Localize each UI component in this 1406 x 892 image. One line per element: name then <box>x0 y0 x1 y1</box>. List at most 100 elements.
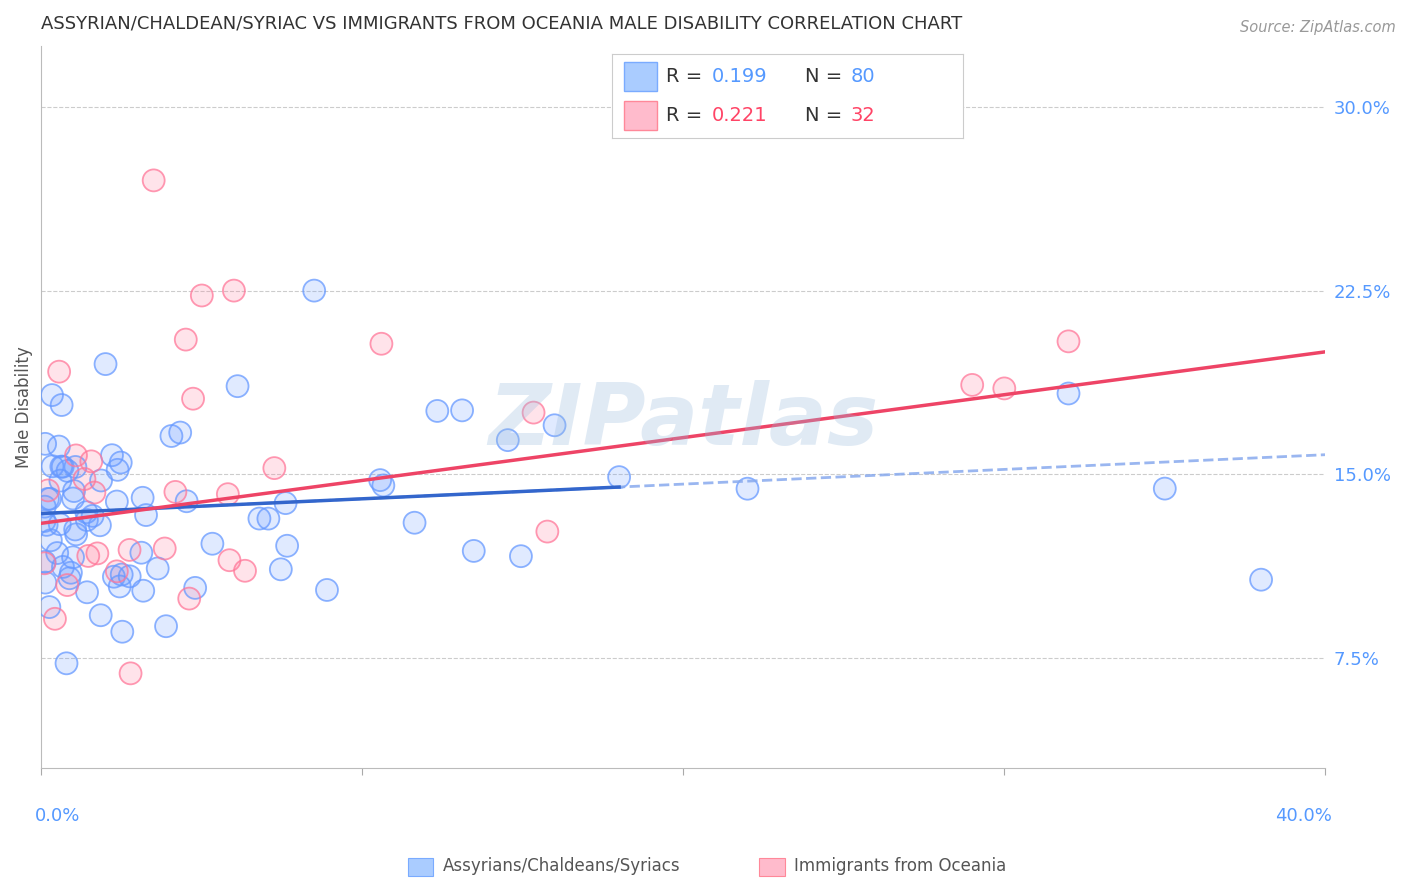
Text: 0.0%: 0.0% <box>35 807 80 825</box>
Point <box>49 474 72 488</box>
Point <box>111 567 134 582</box>
Point <box>510 549 533 564</box>
Point <box>37 483 59 498</box>
Point <box>94 357 117 371</box>
Point <box>90 608 112 623</box>
Point <box>218 553 240 567</box>
Point <box>111 567 134 582</box>
Point <box>176 494 198 508</box>
Point <box>181 392 204 406</box>
Point <box>77 549 100 563</box>
Point <box>522 406 544 420</box>
Point <box>63 484 86 499</box>
Point <box>118 569 141 583</box>
Point <box>58 571 80 585</box>
Point <box>76 585 98 599</box>
Point <box>184 581 207 595</box>
Point <box>217 487 239 501</box>
Point <box>65 459 87 474</box>
Point <box>37 483 59 498</box>
Point <box>118 569 141 583</box>
Text: R =: R = <box>666 106 709 125</box>
Point <box>316 582 339 597</box>
Point <box>146 561 169 575</box>
Point <box>39 491 62 506</box>
Point <box>37 491 59 506</box>
Point <box>607 470 630 484</box>
Point <box>276 539 298 553</box>
Point <box>90 608 112 623</box>
Text: N =: N = <box>806 106 848 125</box>
Point <box>63 484 86 499</box>
Point <box>263 461 285 475</box>
Point <box>181 392 204 406</box>
Point <box>34 514 56 528</box>
Point <box>51 459 73 474</box>
Point <box>226 379 249 393</box>
Point <box>41 388 63 402</box>
Point <box>233 564 256 578</box>
Point <box>94 357 117 371</box>
Point <box>44 612 66 626</box>
Point <box>274 496 297 510</box>
Point <box>89 518 111 533</box>
Point <box>65 449 87 463</box>
Point <box>80 454 103 468</box>
Point <box>510 549 533 564</box>
Point <box>373 478 395 492</box>
Point <box>142 173 165 187</box>
Point <box>48 440 70 454</box>
Point <box>82 508 104 523</box>
Point <box>426 404 449 418</box>
Point <box>103 570 125 584</box>
Point <box>73 472 96 486</box>
Point <box>451 403 474 417</box>
Point <box>83 485 105 500</box>
Point <box>155 619 177 633</box>
Point <box>55 657 77 671</box>
Point <box>737 482 759 496</box>
Text: ASSYRIAN/CHALDEAN/SYRIAC VS IMMIGRANTS FROM OCEANIA MALE DISABILITY CORRELATION : ASSYRIAN/CHALDEAN/SYRIAC VS IMMIGRANTS F… <box>41 15 963 33</box>
Point <box>1250 573 1272 587</box>
Point <box>48 365 70 379</box>
Point <box>41 459 63 474</box>
Point <box>49 474 72 488</box>
Text: Source: ZipAtlas.com: Source: ZipAtlas.com <box>1240 20 1396 35</box>
Text: 80: 80 <box>851 67 876 86</box>
Point <box>56 464 79 478</box>
Text: Immigrants from Oceania: Immigrants from Oceania <box>794 857 1007 875</box>
Point <box>103 570 125 584</box>
Point <box>169 425 191 440</box>
Point <box>105 494 128 508</box>
Text: R =: R = <box>666 67 709 86</box>
Point <box>52 560 75 574</box>
Point <box>257 511 280 525</box>
Point <box>135 508 157 522</box>
Point <box>993 381 1015 395</box>
Point <box>76 585 98 599</box>
Point <box>52 459 75 474</box>
Point <box>131 491 153 505</box>
Point <box>249 511 271 525</box>
Point <box>80 454 103 468</box>
Point <box>41 388 63 402</box>
Point <box>34 556 56 570</box>
Point <box>302 284 325 298</box>
Point <box>176 494 198 508</box>
Point <box>153 541 176 556</box>
Point <box>226 379 249 393</box>
Point <box>160 429 183 443</box>
Point <box>222 284 245 298</box>
Point <box>165 484 187 499</box>
Point <box>75 505 97 519</box>
Point <box>62 550 84 565</box>
Point <box>51 459 73 474</box>
Point <box>496 433 519 447</box>
Point <box>118 542 141 557</box>
Point <box>191 288 214 302</box>
Point <box>108 579 131 593</box>
Point <box>105 494 128 508</box>
Point <box>201 537 224 551</box>
Text: 0.199: 0.199 <box>711 67 768 86</box>
Point <box>274 496 297 510</box>
